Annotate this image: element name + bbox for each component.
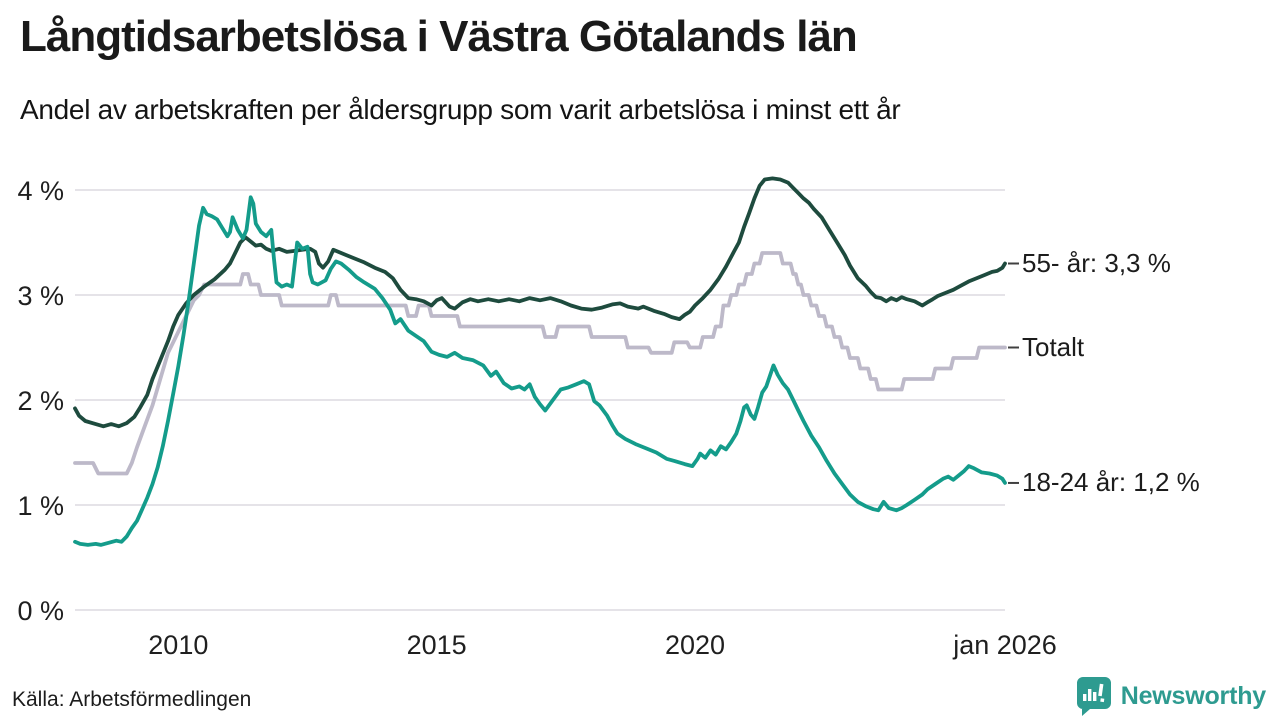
- series-label-18-24-ar: 18-24 år: 1,2 %: [1022, 466, 1200, 497]
- x-axis-tick: 2020: [664, 630, 726, 660]
- x-axis-tick: 2015: [406, 630, 467, 660]
- x-axis-tick: jan 2026: [953, 630, 1057, 660]
- page-subtitle: Andel av arbetskraften per åldersgrupp s…: [20, 94, 901, 125]
- y-axis-tick: 2 %: [17, 386, 64, 416]
- x-axis-tick: 2010: [148, 630, 209, 660]
- series-line-totalt: [73, 251, 1007, 476]
- series-label-totalt: Totalt: [1022, 331, 1085, 362]
- newsworthy-wordmark: Newsworthy: [1120, 681, 1266, 710]
- series-line-18-24-ar: [73, 195, 1007, 547]
- y-axis-tick: 3 %: [17, 281, 64, 311]
- page-title: Långtidsarbetslösa i Västra Götalands lä…: [20, 12, 858, 61]
- y-axis-tick: 0 %: [17, 596, 64, 626]
- y-axis-tick: 1 %: [17, 491, 64, 521]
- y-axis-tick: 4 %: [17, 176, 64, 206]
- series-label-55-ar: 55- år: 3,3 %: [1022, 247, 1171, 278]
- series-line-55-ar: [73, 176, 1007, 429]
- newsworthy-logo: Newsworthy: [1076, 676, 1266, 716]
- speech-bubble-bar-chart-icon: [1076, 677, 1111, 716]
- source-note: Källa: Arbetsförmedlingen: [12, 688, 252, 711]
